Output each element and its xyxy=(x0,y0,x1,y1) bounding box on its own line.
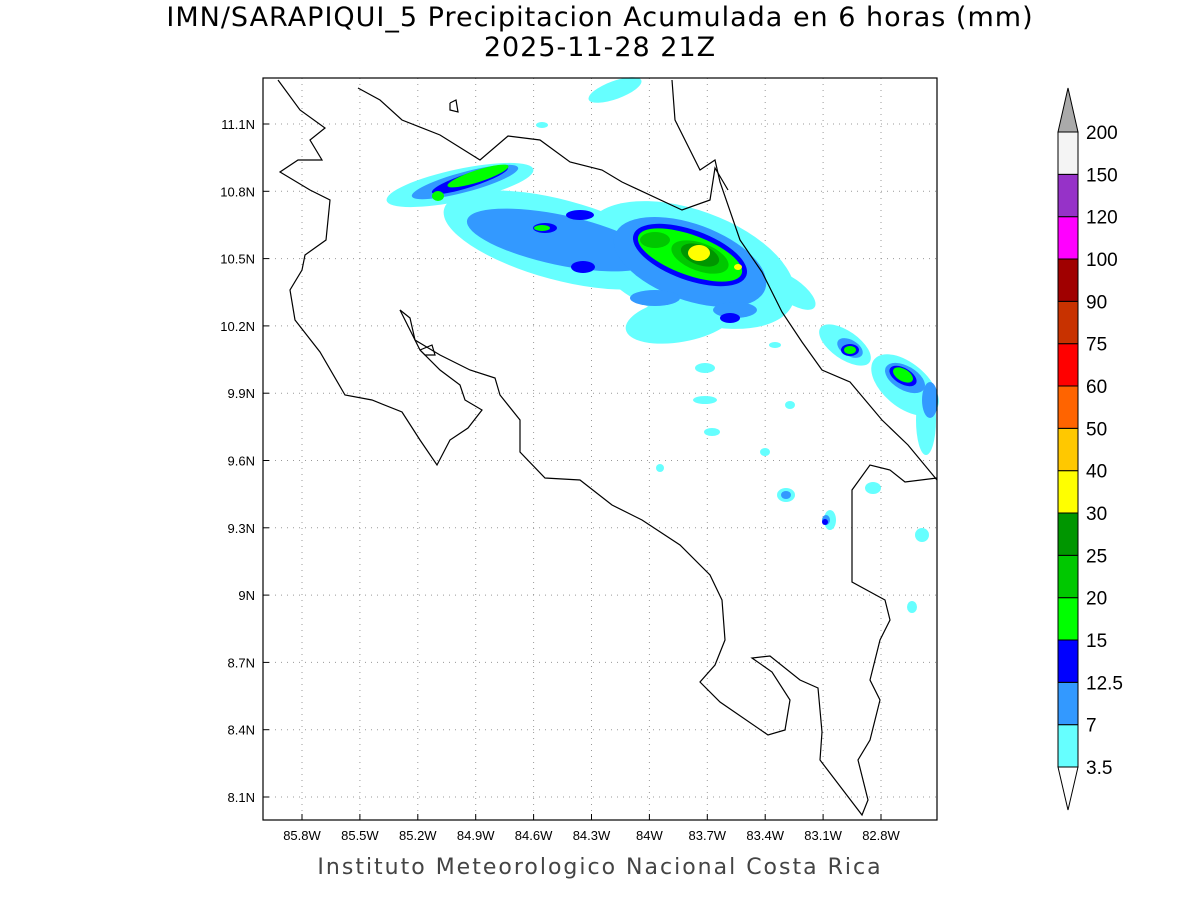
precipitation-field xyxy=(386,77,939,613)
lon-tick-label: 84.9W xyxy=(457,828,495,843)
coastlines-borders xyxy=(277,79,938,817)
colorbar-swatch xyxy=(1057,724,1079,768)
map-valid-time: 2025-11-28 21Z xyxy=(483,32,717,63)
lon-tick-label: 85.8W xyxy=(283,828,321,843)
colorbar-swatch xyxy=(1057,216,1079,260)
colorbar-label: 30 xyxy=(1086,504,1107,525)
colorbar-swatch xyxy=(1057,300,1079,345)
colorbar-label: 3.5 xyxy=(1086,758,1112,779)
colorbar-swatch xyxy=(1057,554,1079,599)
lon-tick-label: 85.5W xyxy=(341,828,379,843)
colorbar-swatch xyxy=(1057,639,1079,683)
lon-tick-label: 83.1W xyxy=(804,828,842,843)
colorbar-swatch xyxy=(1057,512,1079,556)
lat-tick-label: 10.8N xyxy=(220,184,255,199)
lon-tick-label: 84.6W xyxy=(515,828,553,843)
colorbar-legend: 3.5 7 12.5 15 20 25 30 40 50 60 75 90 100 120 150 200 xyxy=(1057,87,1123,811)
colorbar-label: 25 xyxy=(1086,546,1107,567)
colorbar-swatch xyxy=(1057,427,1079,472)
colorbar-swatch xyxy=(1057,173,1079,218)
map-frame xyxy=(262,77,938,821)
grid-lines xyxy=(263,78,937,820)
lon-tick-label: 83.7W xyxy=(689,828,727,843)
colorbar-swatch xyxy=(1057,470,1079,514)
colorbar-swatch xyxy=(1057,597,1079,641)
lon-tick-label: 84W xyxy=(636,828,663,843)
lat-tick-label: 9.9N xyxy=(228,386,255,401)
lat-tick-label: 8.7N xyxy=(228,655,255,670)
lon-tick-label: 84.3W xyxy=(573,828,611,843)
colorbar-label: 50 xyxy=(1086,419,1107,440)
lon-tick-label: 82.8W xyxy=(862,828,900,843)
lat-tick-label: 10.2N xyxy=(220,319,255,334)
colorbar-swatch xyxy=(1057,258,1079,302)
colorbar-under-arrow xyxy=(1057,766,1079,811)
lat-tick-label: 9N xyxy=(238,588,255,603)
axis-labels: 85.8W 85.5W 85.2W 84.9W 84.6W 84.3W 84W 83.7W 83… xyxy=(220,117,900,843)
colorbar-label: 150 xyxy=(1086,165,1118,186)
colorbar-label: 75 xyxy=(1086,335,1107,356)
lat-tick-label: 10.5N xyxy=(220,252,255,267)
lon-tick-label: 83.4W xyxy=(746,828,784,843)
lat-tick-label: 9.3N xyxy=(228,521,255,536)
colorbar-label: 7 xyxy=(1086,716,1097,737)
footer-credit: Instituto Meteorologico Nacional Costa R… xyxy=(317,855,883,880)
colorbar-swatch xyxy=(1057,343,1079,387)
colorbar-swatch xyxy=(1057,131,1079,175)
colorbar-over-arrow xyxy=(1057,87,1079,133)
colorbar-label: 120 xyxy=(1086,208,1118,229)
lat-tick-label: 11.1N xyxy=(221,117,255,132)
colorbar-label: 20 xyxy=(1086,589,1107,610)
lat-tick-label: 9.6N xyxy=(228,454,255,469)
colorbar-label: 100 xyxy=(1086,250,1118,271)
lat-tick-label: 8.4N xyxy=(228,723,255,738)
lat-tick-label: 8.1N xyxy=(228,790,255,805)
map-title: IMN/SARAPIQUI_5 Precipitacion Acumulada … xyxy=(166,2,1034,33)
colorbar-label: 12.5 xyxy=(1086,673,1123,694)
colorbar-label: 90 xyxy=(1086,292,1107,313)
precip-30-40 xyxy=(688,245,742,270)
lon-tick-label: 85.2W xyxy=(399,828,437,843)
colorbar-swatch xyxy=(1057,385,1079,429)
colorbar-label: 40 xyxy=(1086,462,1107,483)
colorbar-swatch xyxy=(1057,681,1079,726)
colorbar-label: 200 xyxy=(1086,123,1118,144)
colorbar-label: 15 xyxy=(1086,631,1107,652)
colorbar-label: 60 xyxy=(1086,377,1107,398)
